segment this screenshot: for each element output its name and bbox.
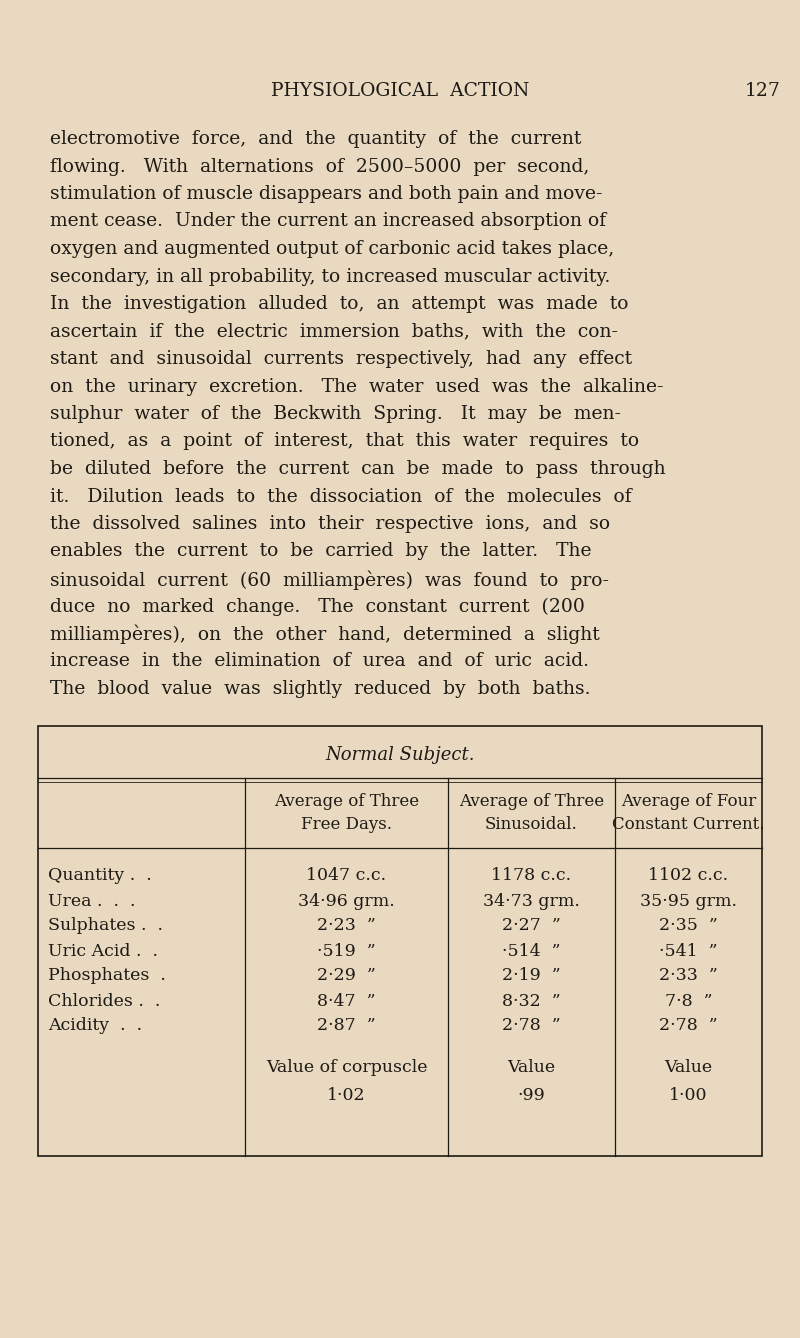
Text: Urea .  .  .: Urea . . . [48,892,135,910]
Text: the  dissolved  salines  into  their  respective  ions,  and  so: the dissolved salines into their respect… [50,515,610,533]
Text: In  the  investigation  alluded  to,  an  attempt  was  made  to: In the investigation alluded to, an atte… [50,294,629,313]
Text: it.   Dilution  leads  to  the  dissociation  of  the  molecules  of: it. Dilution leads to the dissociation o… [50,487,632,506]
Text: Quantity .  .: Quantity . . [48,867,152,884]
Text: 2·19  ”: 2·19 ” [502,967,561,985]
Text: ·514  ”: ·514 ” [502,942,561,959]
Text: 2·78  ”: 2·78 ” [659,1017,718,1034]
Text: on  the  urinary  excretion.   The  water  used  was  the  alkaline-: on the urinary excretion. The water used… [50,377,663,396]
Text: 1·00: 1·00 [670,1086,708,1104]
Text: 2·29  ”: 2·29 ” [317,967,376,985]
Bar [38,725,762,1156]
Text: 34·96 grm.: 34·96 grm. [298,892,395,910]
Text: 2·35  ”: 2·35 ” [659,918,718,934]
Text: Value of corpuscle: Value of corpuscle [266,1058,427,1076]
Text: ascertain  if  the  electric  immersion  baths,  with  the  con-: ascertain if the electric immersion bath… [50,322,618,340]
Text: oxygen and augmented output of carbonic acid takes place,: oxygen and augmented output of carbonic … [50,240,614,258]
Text: electromotive  force,  and  the  quantity  of  the  current: electromotive force, and the quantity of… [50,130,582,149]
Text: 35·95 grm.: 35·95 grm. [640,892,737,910]
Text: 127: 127 [745,82,781,100]
Text: Sulphates .  .: Sulphates . . [48,918,163,934]
Text: Average of Three
Sinusoidal.: Average of Three Sinusoidal. [459,793,604,832]
Text: enables  the  current  to  be  carried  by  the  latter.   The: enables the current to be carried by the… [50,542,591,561]
Text: 2·87  ”: 2·87 ” [317,1017,376,1034]
Text: flowing.   With  alternations  of  2500–5000  per  second,: flowing. With alternations of 2500–5000 … [50,158,590,175]
Text: 2·23  ”: 2·23 ” [317,918,376,934]
Text: 34·73 grm.: 34·73 grm. [483,892,580,910]
Text: Average of Four
Constant Current.: Average of Four Constant Current. [612,793,765,832]
Text: Uric Acid .  .: Uric Acid . . [48,942,158,959]
Text: 7·8  ”: 7·8 ” [665,993,712,1009]
Text: secondary, in all probability, to increased muscular activity.: secondary, in all probability, to increa… [50,268,610,285]
Text: stant  and  sinusoidal  currents  respectively,  had  any  effect: stant and sinusoidal currents respective… [50,351,632,368]
Text: sulphur  water  of  the  Beckwith  Spring.   It  may  be  men-: sulphur water of the Beckwith Spring. It… [50,405,621,423]
Text: duce  no  marked  change.   The  constant  current  (200: duce no marked change. The constant curr… [50,598,585,615]
Text: 1·02: 1·02 [327,1086,366,1104]
Text: Chlorides .  .: Chlorides . . [48,993,160,1009]
Text: sinusoidal  current  (60  milliampères)  was  found  to  pro-: sinusoidal current (60 milliampères) was… [50,570,609,590]
Text: The  blood  value  was  slightly  reduced  by  both  baths.: The blood value was slightly reduced by … [50,680,590,698]
Text: ·99: ·99 [518,1086,546,1104]
Text: be  diluted  before  the  current  can  be  made  to  pass  through: be diluted before the current can be mad… [50,460,666,478]
Text: 1047 c.c.: 1047 c.c. [306,867,386,884]
Text: 2·33  ”: 2·33 ” [659,967,718,985]
Text: Average of Three
Free Days.: Average of Three Free Days. [274,793,419,832]
Text: 8·47  ”: 8·47 ” [318,993,376,1009]
Text: ·519  ”: ·519 ” [317,942,376,959]
Text: 2·27  ”: 2·27 ” [502,918,561,934]
Text: 2·78  ”: 2·78 ” [502,1017,561,1034]
Text: ment cease.  Under the current an increased absorption of: ment cease. Under the current an increas… [50,213,606,230]
Text: ·541  ”: ·541 ” [659,942,718,959]
Text: 1102 c.c.: 1102 c.c. [649,867,729,884]
Text: Normal Subject.: Normal Subject. [326,745,474,764]
Text: 8·32  ”: 8·32 ” [502,993,561,1009]
Text: Value: Value [665,1058,713,1076]
Text: tioned,  as  a  point  of  interest,  that  this  water  requires  to: tioned, as a point of interest, that thi… [50,432,639,451]
Text: PHYSIOLOGICAL  ACTION: PHYSIOLOGICAL ACTION [271,82,529,100]
Text: 1178 c.c.: 1178 c.c. [491,867,571,884]
Text: Phosphates  .: Phosphates . [48,967,166,985]
Text: Acidity  .  .: Acidity . . [48,1017,142,1034]
Text: Value: Value [507,1058,555,1076]
Text: increase  in  the  elimination  of  urea  and  of  uric  acid.: increase in the elimination of urea and … [50,653,589,670]
Text: stimulation of muscle disappears and both pain and move-: stimulation of muscle disappears and bot… [50,185,602,203]
Text: milliampères),  on  the  other  hand,  determined  a  slight: milliampères), on the other hand, determ… [50,625,600,645]
